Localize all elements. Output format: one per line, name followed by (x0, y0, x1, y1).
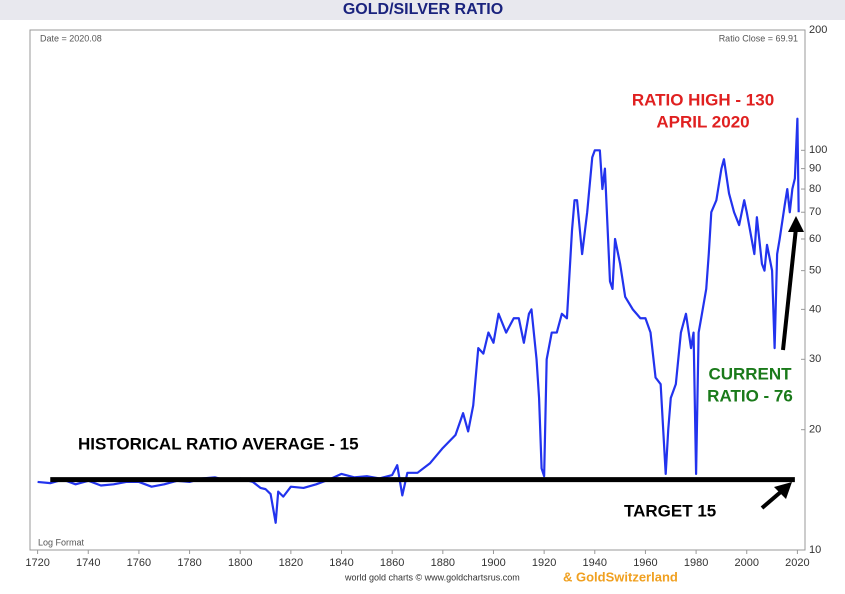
y-tick-label: 80 (809, 183, 821, 195)
credit-extra: & GoldSwitzerland (563, 569, 678, 584)
x-tick-label: 1720 (25, 557, 49, 569)
plot-area: 10 20 30 40 50 60 70 80 90 100 200 1720 1740 1760 1780… (25, 24, 827, 569)
x-tick-label: 1800 (228, 557, 252, 569)
title-bar (0, 0, 845, 20)
arrow (781, 227, 798, 351)
arrows (760, 216, 804, 510)
y-tick-label: 30 (809, 353, 821, 365)
annotation: APRIL 2020 (656, 112, 749, 131)
annotation: HISTORICAL RATIO AVERAGE - 15 (78, 434, 359, 453)
y-tick-label: 90 (809, 163, 821, 175)
arrow-head (774, 482, 792, 499)
x-tick-label: 2020 (785, 557, 809, 569)
date-label: Date = 2020.08 (40, 33, 102, 43)
x-tick-label: 1900 (481, 557, 505, 569)
x-tick-label: 1820 (279, 557, 303, 569)
y-tick-label: 10 (809, 544, 821, 556)
x-tick-label: 1940 (583, 557, 607, 569)
x-tick-label: 1880 (431, 557, 455, 569)
x-tick-label: 2000 (735, 557, 759, 569)
y-tick-label: 20 (809, 424, 821, 436)
credit: world gold charts © www.goldchartsrus.co… (344, 572, 520, 582)
x-tick-label: 1780 (177, 557, 201, 569)
arrow (760, 488, 785, 510)
y-tick-label: 50 (809, 265, 821, 277)
y-tick-label: 40 (809, 303, 821, 315)
x-tick-label: 1980 (684, 557, 708, 569)
y-tick-label: 100 (809, 144, 827, 156)
x-tick-label: 1920 (532, 557, 556, 569)
annotation: CURRENT (708, 364, 792, 383)
plot-frame (29, 29, 806, 551)
x-tick-label: 1760 (127, 557, 151, 569)
y-tick-label: 60 (809, 233, 821, 245)
annotation: RATIO HIGH - 130 (632, 90, 774, 109)
x-tick-label: 1860 (380, 557, 404, 569)
close-label: Ratio Close = 69.91 (719, 33, 798, 43)
x-tick-label: 1840 (329, 557, 353, 569)
x-tick-label: 1960 (633, 557, 657, 569)
chart-title: GOLD/SILVER RATIO (343, 1, 503, 18)
annotation: RATIO - 76 (707, 386, 793, 405)
y-tick-label: 200 (809, 24, 827, 36)
x-tick-label: 1740 (76, 557, 100, 569)
annotation: TARGET 15 (624, 501, 716, 520)
arrow-head (788, 216, 804, 232)
scale-note: Log Format (38, 537, 85, 547)
y-tick-label: 70 (809, 206, 821, 218)
ratio-line (37, 117, 800, 524)
